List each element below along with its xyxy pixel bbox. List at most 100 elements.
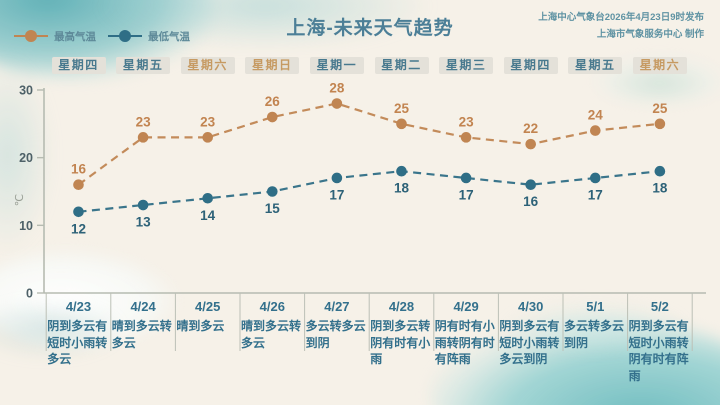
max-temp-point	[396, 118, 407, 130]
y-axis-unit-label: ℃	[14, 194, 26, 206]
max-temp-point	[137, 132, 149, 143]
weather-desc: 阴到多云有短时小雨转多云到阴	[499, 319, 560, 366]
min-temp-point	[525, 179, 536, 191]
max-temp-point	[525, 138, 536, 150]
min-temp-point	[396, 165, 407, 177]
forecast-column: 4/24 晴到多云转多云	[111, 295, 176, 351]
weekday-pill: 星期五	[116, 57, 171, 74]
weekday-pill: 星期四	[51, 57, 106, 74]
date-label: 4/23	[65, 299, 92, 314]
weekday-pill: 星期一	[309, 57, 364, 74]
min-temp-value: 18	[394, 181, 410, 196]
min-temp-value: 18	[652, 181, 668, 196]
max-temp-point	[331, 98, 343, 109]
min-temp-value: 15	[265, 201, 281, 216]
min-temp-point	[202, 192, 213, 204]
min-temp-value: 17	[329, 187, 344, 202]
min-temp-value: 14	[200, 208, 216, 223]
max-temp-point	[654, 118, 666, 130]
producer-line: 上海市气象服务中心 制作	[596, 28, 704, 40]
date-label: 4/25	[195, 299, 221, 314]
min-temp-point	[73, 206, 84, 218]
max-temp-value: 25	[394, 101, 410, 116]
min-temp-point	[331, 172, 343, 184]
min-temp-line-dot-icon	[108, 30, 142, 42]
min-temp-point	[590, 172, 601, 184]
weather-desc: 晴到多云	[176, 319, 225, 333]
weekday-pill: 星期四	[503, 57, 558, 74]
min-temp-point	[654, 165, 666, 177]
y-tick-label: 20	[19, 151, 33, 165]
legend-item-max: 最高气温	[14, 29, 96, 44]
forecast-column: 5/1 多云转多云到阴	[563, 295, 628, 351]
legend-label-max: 最高气温	[54, 30, 96, 43]
y-tick-label: 30	[19, 83, 33, 97]
weekday-pill: 星期五	[568, 57, 623, 74]
weather-desc: 阴到多云转阴有时有小雨	[370, 319, 431, 366]
page-title: 上海-未来天气趋势	[286, 18, 454, 39]
issue-line: 上海中心气象台2026年4月23日9时发布	[538, 12, 704, 23]
min-temp-value: 13	[136, 215, 152, 230]
date-label: 4/27	[324, 299, 350, 314]
max-temp-point	[267, 111, 278, 123]
max-temp-value: 23	[459, 114, 475, 129]
min-temp-point	[460, 172, 472, 184]
max-temp-point	[590, 125, 601, 136]
max-temp-value: 23	[200, 114, 216, 129]
forecast-column: 4/28 阴到多云转阴有时有小雨	[369, 295, 434, 368]
min-temp-point	[267, 186, 278, 197]
y-tick-label: 10	[19, 219, 33, 233]
date-label: 5/1	[586, 299, 605, 314]
max-temp-point	[460, 132, 472, 143]
max-temp-value: 23	[136, 114, 152, 129]
min-temp-value: 12	[71, 221, 86, 236]
forecast-column: 4/25 晴到多云	[175, 295, 240, 335]
weather-desc: 多云转多云到阴	[564, 319, 625, 350]
date-label: 4/28	[388, 299, 415, 314]
weekday-pill: 星期六	[632, 57, 687, 74]
forecast-column: 4/30 阴到多云有短时小雨转多云到阴	[498, 295, 563, 368]
min-temp-value: 17	[459, 187, 474, 202]
max-temp-point	[73, 179, 84, 191]
date-label: 4/29	[453, 299, 479, 314]
date-label: 4/26	[259, 299, 285, 314]
max-temp-value: 22	[523, 121, 538, 136]
y-tick-label: 0	[26, 287, 33, 301]
date-label: 5/2	[650, 299, 669, 314]
weekday-pill: 星期三	[439, 57, 494, 74]
min-temp-value: 16	[523, 194, 539, 209]
min-temp-value: 17	[588, 187, 603, 202]
legend: 最高气温 最低气温	[14, 28, 202, 44]
legend-label-min: 最低气温	[148, 30, 190, 43]
weekday-pill: 星期日	[245, 57, 300, 74]
max-temp-value: 28	[329, 81, 345, 96]
max-temp-value: 25	[652, 101, 668, 116]
forecast-column: 4/26 晴到多云转多云	[240, 295, 305, 351]
forecast-column: 4/27 多云转多云到阴	[305, 295, 370, 351]
weekday-pill: 星期六	[180, 57, 235, 74]
weather-desc: 阴有时有小雨转阴有时有阵雨	[434, 319, 495, 366]
max-temp-value: 24	[588, 108, 604, 123]
weekday-pill: 星期二	[374, 57, 429, 74]
forecast-column: 4/29 阴有时有小雨转阴有时有阵雨	[434, 295, 499, 368]
weather-desc: 晴到多云转多云	[241, 319, 302, 350]
weather-desc: 晴到多云转多云	[111, 319, 172, 350]
weather-desc: 多云转多云到阴	[305, 319, 366, 350]
max-temp-line-dot-icon	[14, 30, 48, 42]
min-temp-line	[78, 170, 661, 213]
min-temp-point	[137, 199, 149, 211]
issue-info: 上海中心气象台2026年4月23日9时发布 上海市气象服务中心 制作	[538, 10, 704, 43]
date-label: 4/24	[130, 299, 156, 314]
forecast-column: 5/2 阴到多云有短时小雨转阴有时有阵雨	[628, 295, 693, 384]
date-label: 4/30	[518, 299, 544, 314]
weather-desc: 阴到多云有短时小雨转多云	[47, 319, 108, 366]
weather-desc: 阴到多云有短时小雨转阴有时有阵雨	[628, 319, 689, 383]
max-temp-value: 26	[265, 94, 281, 109]
forecast-column: 4/23 阴到多云有短时小雨转多云	[46, 295, 111, 368]
max-temp-value: 16	[71, 162, 87, 177]
max-temp-point	[202, 132, 213, 143]
legend-item-min: 最低气温	[108, 29, 190, 44]
max-temp-line	[77, 102, 661, 186]
